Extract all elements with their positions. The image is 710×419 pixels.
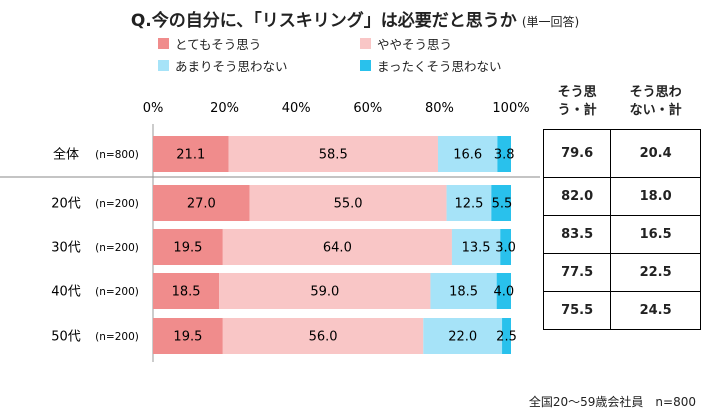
legend-swatch: [158, 60, 169, 71]
agree-total-cell: 82.0: [542, 177, 612, 216]
sample-size-label: (n=200): [95, 198, 139, 210]
data-label: 16.6: [453, 148, 482, 163]
agree-total-cell: 83.5: [542, 215, 612, 254]
data-label: 19.5: [173, 241, 202, 256]
legend-item: まったくそう思わない: [360, 56, 502, 75]
legend-item: あまりそう思わない: [158, 56, 288, 75]
summary-row: 75.5 24.5: [542, 291, 701, 330]
bar-segment: [496, 273, 511, 309]
x-tick-label: 60%: [353, 101, 382, 116]
legend-label: とてもそう思う: [175, 37, 262, 52]
disagree-total-cell: 18.0: [610, 177, 701, 216]
summary-table: そう思 う・計 そう思わ ない・計 79.6 20.4 82.0 18.0 83.5 16.5…: [542, 75, 701, 330]
summary-header-label: そう思 う・計: [557, 85, 597, 118]
bar-segment: [249, 185, 447, 221]
disagree-total-cell: 16.5: [610, 215, 701, 254]
bar-segment: [491, 185, 511, 221]
bar-segment: [153, 273, 220, 309]
bar-segment: [228, 136, 438, 172]
legend-item: とてもそう思う: [158, 34, 261, 53]
bar-segment: [153, 136, 229, 172]
legend-swatch: [360, 38, 371, 49]
disagree-total-cell: 24.5: [610, 291, 701, 330]
data-label: 3.8: [494, 148, 515, 163]
data-label: 12.5: [454, 197, 483, 212]
x-tick-label: 40%: [282, 101, 311, 116]
agree-total-cell: 77.5: [542, 253, 612, 292]
legend-swatch: [360, 60, 371, 71]
bar-segment: [437, 136, 498, 172]
legend-swatch: [158, 38, 169, 49]
bar-segment: [446, 185, 492, 221]
sample-size-label: (n=800): [95, 149, 139, 161]
x-tick-label: 80%: [425, 101, 454, 116]
data-label: 19.5: [173, 330, 202, 345]
bar-segment: [430, 273, 497, 309]
data-label: 18.5: [449, 285, 478, 300]
data-label: 13.5: [462, 241, 491, 256]
data-label: 59.0: [310, 285, 339, 300]
bar-segment: [502, 318, 511, 354]
summary-row: 82.0 18.0: [542, 177, 701, 216]
summary-row: 77.5 22.5: [542, 253, 701, 292]
chart-title: Q.今の自分に、「リスキリング」は必要だと思うか: [130, 11, 517, 31]
bar-segment: [219, 273, 431, 309]
title-note: (単一回答): [521, 15, 580, 29]
data-label: 5.5: [492, 197, 513, 212]
disagree-total-cell: 22.5: [610, 253, 701, 292]
sample-size-label: (n=200): [95, 242, 139, 254]
summary-row: 79.6 20.4: [542, 129, 701, 178]
data-label: 27.0: [187, 197, 216, 212]
legend-item: ややそう思う: [360, 34, 452, 53]
bar-segment: [153, 185, 250, 221]
data-label: 2.5: [496, 330, 517, 345]
sample-size-label: (n=200): [95, 286, 139, 298]
category-label: 20代: [51, 197, 81, 212]
data-label: 64.0: [323, 241, 352, 256]
data-label: 4.0: [493, 285, 514, 300]
summary-row: 83.5 16.5: [542, 215, 701, 254]
x-tick-label: 0%: [143, 101, 164, 116]
category-label: 30代: [51, 241, 81, 256]
legend: とてもそう思う ややそう思うあまりそう思わない まったくそう思わない: [158, 34, 538, 78]
agree-total-cell: 75.5: [542, 291, 612, 330]
data-label: 3.0: [495, 241, 516, 256]
bar-segment: [222, 229, 452, 265]
summary-header-label: そう思わ ない・計: [629, 85, 682, 118]
summary-header-disagree: そう思わ ない・計: [611, 75, 701, 130]
bar-segment: [451, 229, 501, 265]
data-label: 22.0: [448, 330, 477, 345]
legend-label: まったくそう思わない: [377, 59, 502, 74]
legend-label: あまりそう思わない: [175, 59, 288, 74]
data-label: 18.5: [172, 285, 201, 300]
disagree-total-cell: 20.4: [610, 129, 701, 178]
chart-title-block: Q.今の自分に、「リスキリング」は必要だと思うか (単一回答): [0, 6, 710, 31]
x-tick-label: 20%: [210, 101, 239, 116]
bar-segment: [222, 318, 424, 354]
category-label: 全体: [53, 147, 79, 163]
bar-segment: [153, 229, 223, 265]
bar-segment: [423, 318, 503, 354]
footnote: 全国20～59歳会社員 n=800: [528, 395, 696, 409]
category-label: 50代: [51, 330, 81, 345]
agree-total-cell: 79.6: [542, 129, 612, 178]
bar-segment: [497, 136, 511, 172]
legend-label: ややそう思う: [377, 37, 453, 52]
bar-segment: [500, 229, 511, 265]
category-label: 40代: [51, 285, 81, 300]
sample-size-label: (n=200): [95, 331, 139, 343]
x-tick-label: 100%: [492, 101, 529, 116]
data-label: 21.1: [176, 148, 205, 163]
bar-segment: [153, 318, 223, 354]
summary-header-agree: そう思 う・計: [544, 75, 611, 130]
data-label: 58.5: [319, 148, 348, 163]
data-label: 55.0: [334, 197, 363, 212]
data-label: 56.0: [309, 330, 338, 345]
